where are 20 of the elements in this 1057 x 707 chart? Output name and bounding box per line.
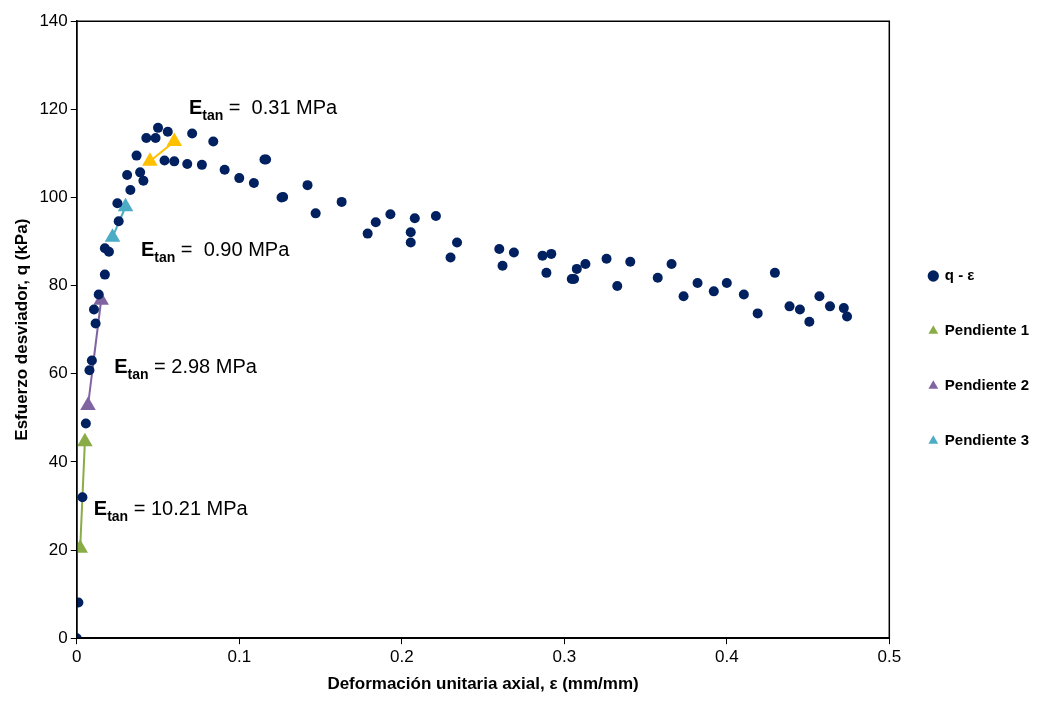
y-tick-label: 0: [58, 627, 68, 647]
x-tick-label: 0: [72, 647, 82, 667]
x-tick-label: 0.3: [552, 647, 577, 667]
y-tick-label: 120: [39, 99, 68, 119]
y-tick-label: 80: [48, 275, 68, 295]
y-tick-label: 140: [39, 10, 68, 30]
y-tick-label: 20: [48, 539, 68, 559]
y-axis-title: Esfuerzo desviador, q (kPa): [11, 218, 31, 441]
legend-label: Pendiente 3: [944, 431, 1030, 449]
y-tick-label: 40: [48, 451, 68, 471]
x-tick-label: 0.4: [714, 647, 739, 667]
x-tick-label: 0.2: [389, 647, 414, 667]
y-tick-label: 100: [39, 187, 68, 207]
legend-label: q - ε: [944, 266, 975, 284]
legend-label: Pendiente 2: [944, 376, 1030, 394]
x-axis-title: Deformación unitaria axial, ε (mm/mm): [327, 674, 639, 694]
x-tick-label: 0.5: [877, 647, 902, 667]
x-tick-label: 0.1: [227, 647, 252, 667]
y-tick-label: 60: [48, 363, 68, 383]
legend-label: Pendiente 1: [944, 321, 1030, 339]
